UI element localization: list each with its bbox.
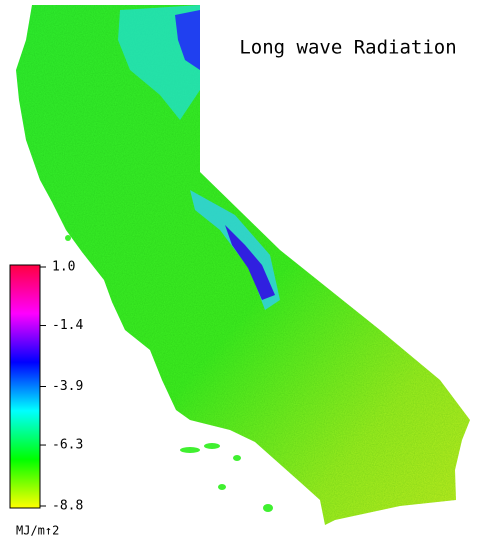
- map-title: Long wave Radiation: [239, 37, 456, 59]
- colorbar-tick-label: -8.8: [52, 499, 83, 514]
- land-texture: [16, 5, 470, 525]
- colorbar-tick-label: -6.3: [52, 438, 83, 453]
- colorbar-tick-label: 1.0: [52, 260, 75, 275]
- islands: [65, 235, 273, 512]
- colorbar-tick-label: -1.4: [52, 318, 83, 333]
- colorbar-tick-label: -3.9: [52, 379, 83, 394]
- mountain-patches: [118, 5, 280, 310]
- colorbar-unit: MJ/m↑2: [16, 524, 59, 538]
- california-map: [16, 5, 470, 525]
- colorbar-gradient: [9, 264, 41, 509]
- colorbar: 1.0 -1.4 -3.9 -6.3 -8.8: [9, 260, 83, 514]
